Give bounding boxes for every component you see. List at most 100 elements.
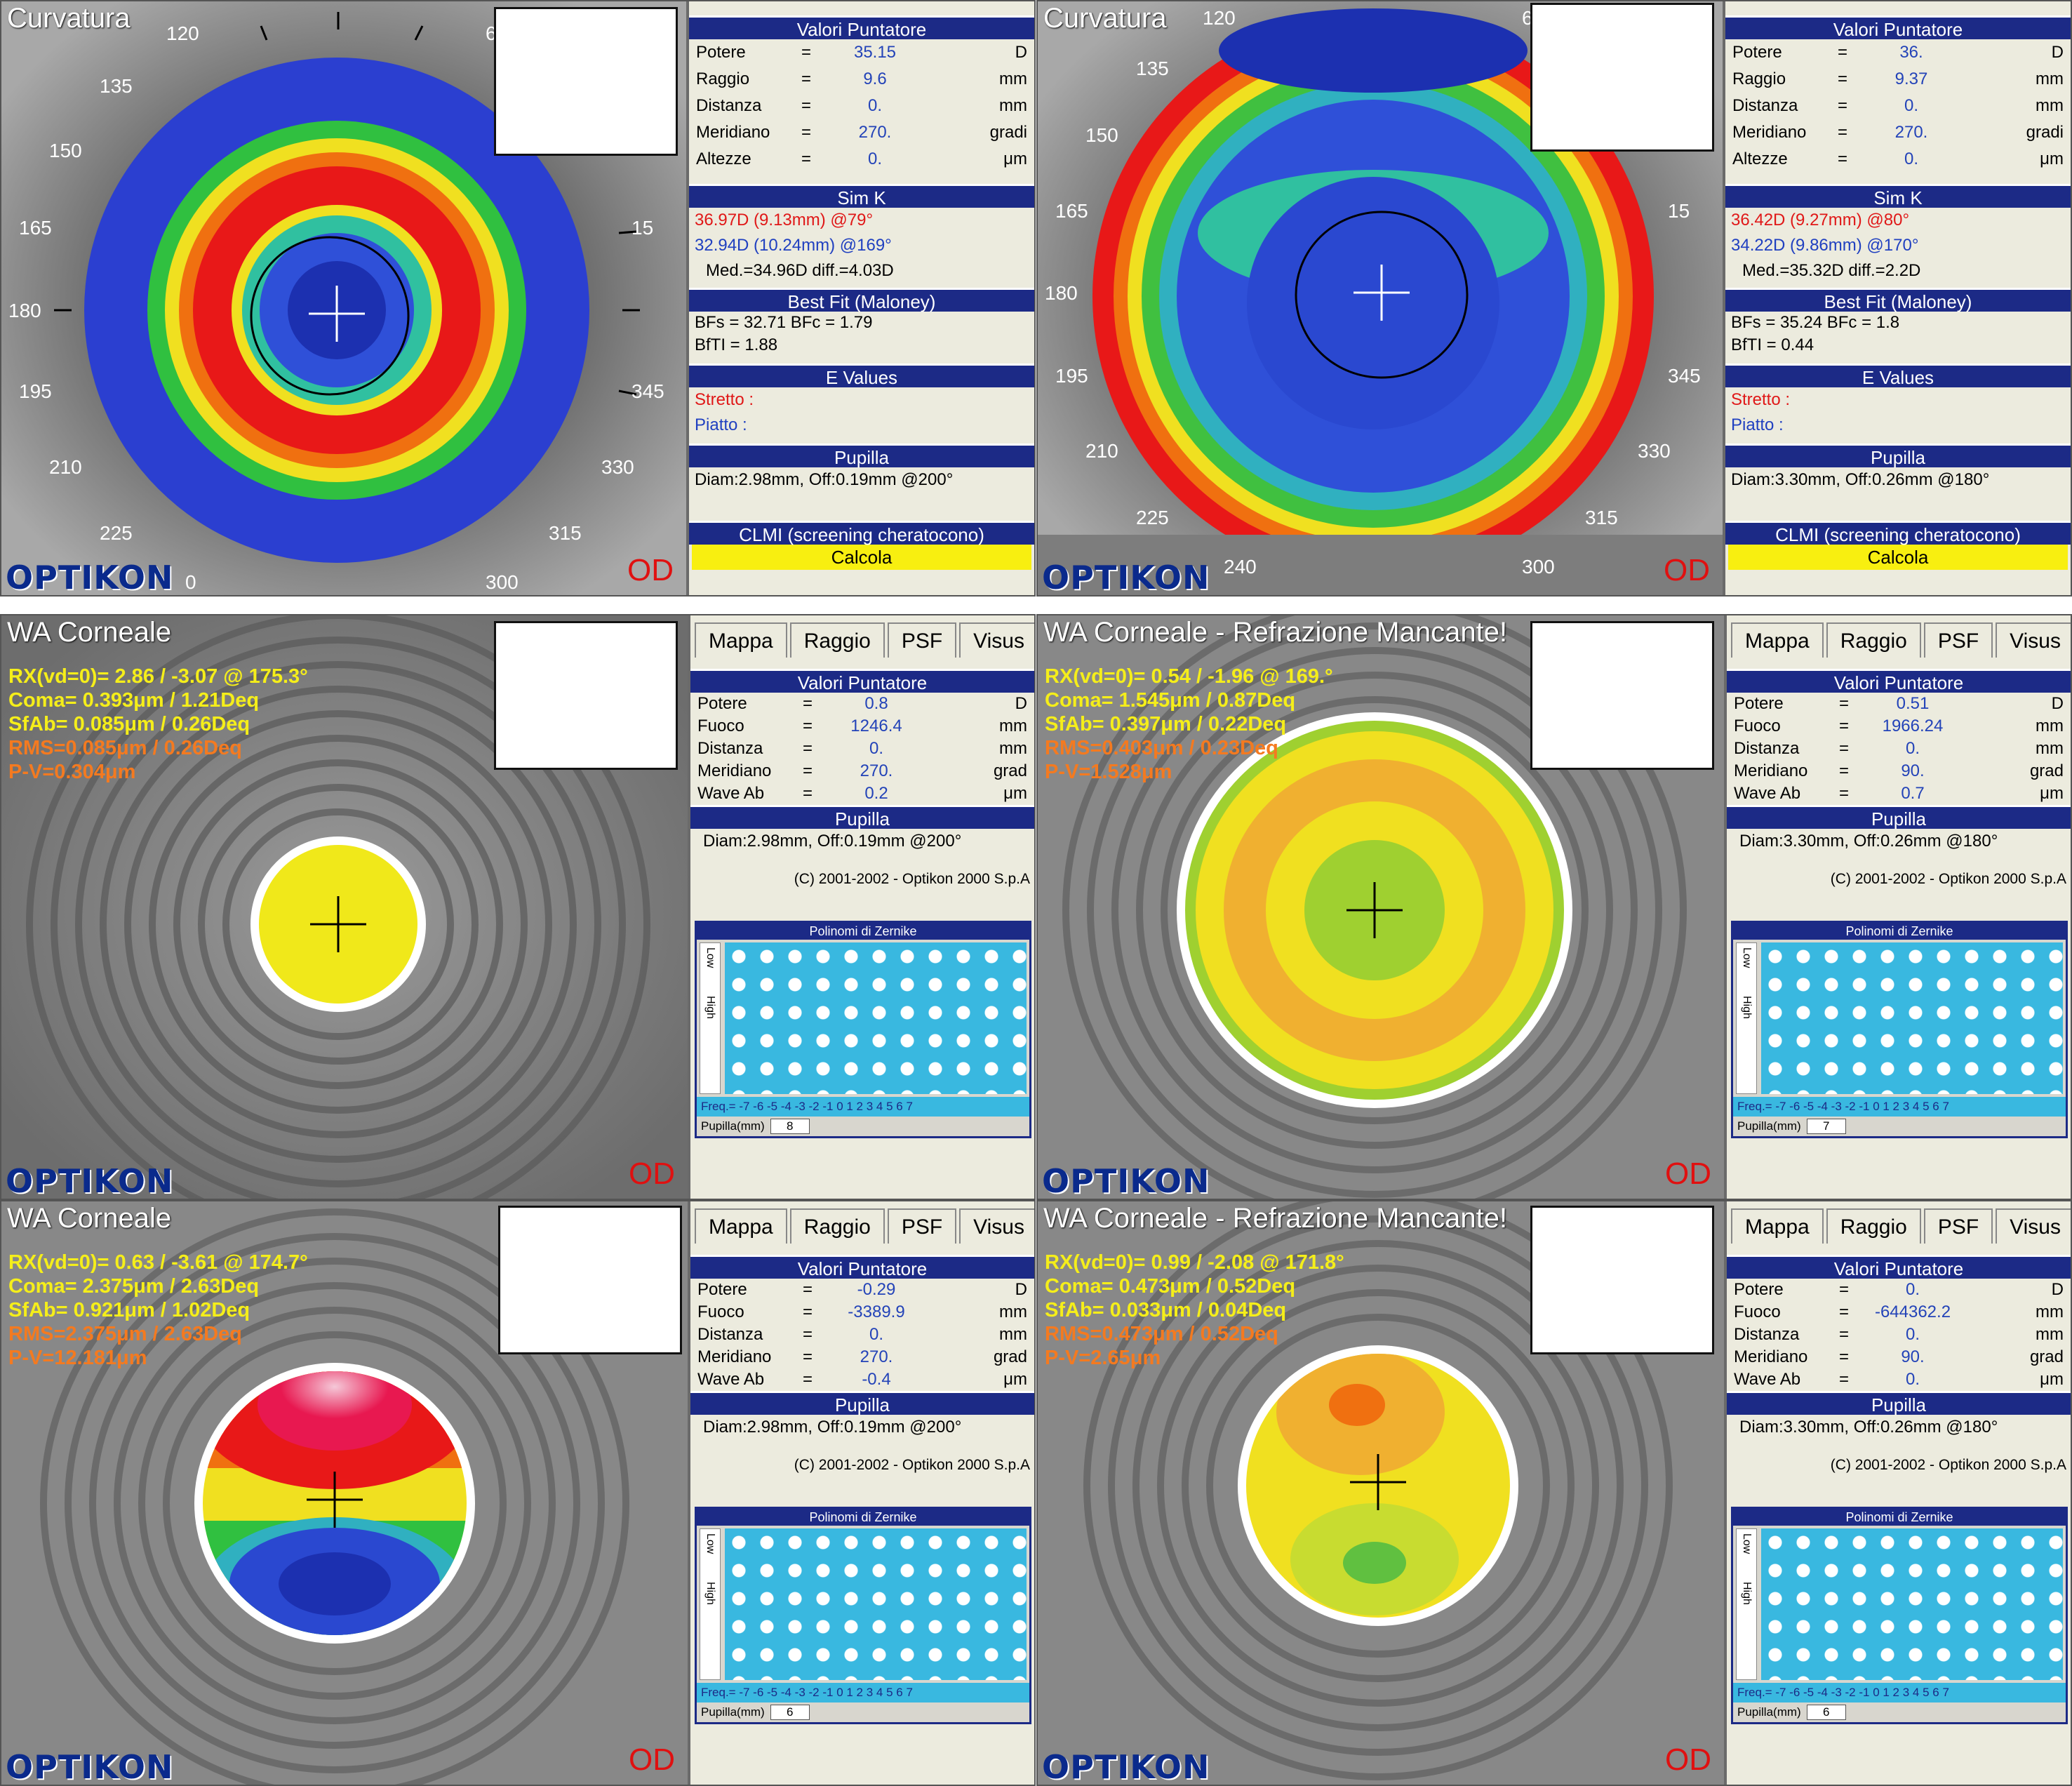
pv-stat: P-V=2.65μm	[1045, 1347, 1161, 1369]
pointer-values-header: Valori Puntatore	[690, 669, 1034, 693]
wavefront-zone	[203, 1371, 467, 1635]
calcola-button[interactable]: Calcola	[692, 545, 1031, 570]
value-number: 1966.24	[1882, 717, 1944, 735]
value-number: 0.51	[1896, 694, 1930, 713]
value-name: Meridiano	[696, 123, 770, 142]
tab-raggio[interactable]: Raggio	[1826, 622, 1921, 658]
zernike-body: Low High	[697, 1526, 1029, 1683]
value-unit: grad	[993, 1347, 1027, 1366]
best-fit-index: BfTI = 1.88	[695, 335, 778, 354]
e-values-header: E Values	[689, 364, 1034, 388]
wavefront-map-view[interactable]: WA Corneale RX(vd=0)= 0.63 / -3.61 @ 174…	[1, 1201, 690, 1785]
tab-mappa[interactable]: Mappa	[1731, 622, 1824, 658]
tab-mappa[interactable]: Mappa	[695, 622, 787, 658]
tab-mappa[interactable]: Mappa	[695, 1208, 787, 1244]
tab-visus[interactable]: Visus	[1996, 1208, 2071, 1244]
equals-sign: =	[801, 96, 812, 115]
tab-raggio[interactable]: Raggio	[789, 622, 885, 658]
tab-mappa[interactable]: Mappa	[1731, 1208, 1824, 1244]
copyright: (C) 2001-2002 - Optikon 2000 S.p.A	[1830, 1457, 2066, 1473]
value-unit: gradi	[989, 123, 1027, 142]
wavefront-panel-6: WA Corneale - Refrazione Mancante! RX(vd…	[1036, 1200, 2072, 1786]
zernike-frequency: Freq.= -7 -6 -5 -4 -3 -2 -1 0 1 2 3 4 5 …	[697, 1683, 1029, 1702]
pv-stat: P-V=1.528μm	[1045, 761, 1172, 783]
pupil-info: Diam:3.30mm, Off:0.26mm @180°	[1731, 470, 1990, 489]
angle-label: 195	[19, 380, 52, 402]
pv-stat: P-V=0.304μm	[8, 761, 136, 783]
angle-label: 315	[1585, 507, 1618, 528]
rx-stat: RX(vd=0)= 0.63 / -3.61 @ 174.7°	[8, 1251, 308, 1274]
thumbnail-box	[498, 1206, 682, 1354]
view-tabs: Mappa Raggio PSF Visus	[690, 615, 1034, 658]
eye-label: OD	[629, 1742, 675, 1777]
coma-stat: Coma= 2.375μm / 2.63Deq	[8, 1275, 260, 1298]
equals-sign: =	[1839, 761, 1850, 780]
value-unit: grad	[2029, 761, 2064, 780]
equals-sign: =	[801, 149, 812, 168]
value-unit: mm	[2036, 96, 2064, 115]
angle-label: 330	[601, 456, 634, 478]
equals-sign: =	[803, 717, 813, 735]
optikon-logo: OPTIKON	[1042, 1162, 1210, 1199]
value-row: Potere = 35.15 D	[689, 39, 1034, 66]
pointer-values-header: Valori Puntatore	[690, 1255, 1034, 1279]
pupil-size-input[interactable]: 8	[770, 1119, 810, 1134]
tab-raggio[interactable]: Raggio	[1826, 1208, 1921, 1244]
value-row: Raggio = 9.6 mm	[689, 66, 1034, 93]
pupil-info: Diam:3.30mm, Off:0.26mm @180°	[1739, 832, 1998, 851]
zernike-order-bar: Low High	[1736, 942, 1757, 1094]
value-number: 0.	[1905, 1325, 1920, 1344]
wavefront-map-view[interactable]: WA Corneale - Refrazione Mancante! RX(vd…	[1038, 1201, 1727, 1785]
zernike-grid[interactable]	[1761, 942, 2063, 1094]
pointer-values-header: Valori Puntatore	[1725, 15, 2071, 40]
value-number: -3389.9	[848, 1302, 905, 1321]
curvature-map-view[interactable]: Curvatura 120 135 150 165 180 195 210 22…	[1, 1, 689, 595]
value-name: Fuoco	[1734, 717, 1781, 735]
wavefront-map	[1038, 1201, 1727, 1785]
pupil-size-input[interactable]: 6	[770, 1705, 810, 1720]
tab-visus[interactable]: Visus	[959, 622, 1034, 658]
value-unit: mm	[2036, 717, 2064, 735]
pupil-size-input[interactable]: 7	[1806, 1119, 1846, 1134]
value-unit: gradi	[2026, 123, 2064, 142]
tab-raggio[interactable]: Raggio	[789, 1208, 885, 1244]
zernike-grid[interactable]	[725, 1528, 1027, 1680]
value-name: Altezze	[696, 149, 751, 168]
aberration-stats: RX(vd=0)= 0.99 / -2.08 @ 171.8° Coma= 0.…	[1045, 1251, 1344, 1370]
value-name: Fuoco	[697, 717, 744, 735]
optikon-logo: OPTIKON	[6, 559, 174, 595]
tab-visus[interactable]: Visus	[959, 1208, 1034, 1244]
pupil-size-label: Pupilla(mm)	[1737, 1705, 1801, 1719]
value-unit: mm	[999, 69, 1027, 88]
zernike-grid[interactable]	[725, 942, 1027, 1094]
angle-label: 120	[1203, 7, 1236, 29]
sfab-stat: SfAb= 0.921μm / 1.02Deq	[8, 1299, 250, 1321]
angle-label: 15	[631, 217, 654, 239]
value-unit: μm	[2040, 1370, 2064, 1389]
equals-sign: =	[803, 1302, 813, 1321]
zernike-grid[interactable]	[1761, 1528, 2063, 1680]
calcola-button[interactable]: Calcola	[1728, 545, 2068, 570]
tab-psf[interactable]: PSF	[1923, 1208, 1993, 1244]
tab-psf[interactable]: PSF	[1923, 622, 1993, 658]
value-name: Raggio	[1732, 69, 1786, 88]
tab-psf[interactable]: PSF	[887, 1208, 957, 1244]
curvature-map-view[interactable]: Curvatura 120 135 150 165 180 195 210 22…	[1038, 1, 1725, 595]
pupil-size-input[interactable]: 6	[1806, 1705, 1846, 1720]
equals-sign: =	[1838, 149, 1848, 168]
tab-visus[interactable]: Visus	[1996, 622, 2071, 658]
pupil-size-label: Pupilla(mm)	[701, 1705, 765, 1719]
simk-header: Sim K	[1725, 184, 2071, 208]
simk-steep: 36.42D (9.27mm) @80°	[1731, 211, 1910, 229]
angle-label: 150	[49, 140, 82, 161]
tab-psf[interactable]: PSF	[887, 622, 957, 658]
wavefront-map-view[interactable]: WA Corneale - Refrazione Mancante! RX(vd…	[1038, 615, 1727, 1199]
value-row: Fuoco = -3389.9 mm	[690, 1301, 1034, 1324]
info-sidebar: Mappa Raggio PSF Visus Valori Puntatore …	[1724, 1201, 2071, 1785]
value-name: Wave Ab	[1734, 784, 1801, 803]
e-value-flat: Piatto :	[695, 415, 747, 434]
zernike-frequency: Freq.= -7 -6 -5 -4 -3 -2 -1 0 1 2 3 4 5 …	[1733, 1097, 2066, 1117]
wavefront-panel-5: WA Corneale RX(vd=0)= 0.63 / -3.61 @ 174…	[0, 1200, 1036, 1786]
angle-label: 345	[631, 380, 664, 402]
wavefront-map-view[interactable]: WA Corneale RX(vd=0)= 2.86 / -3.07 @ 175…	[1, 615, 690, 1199]
